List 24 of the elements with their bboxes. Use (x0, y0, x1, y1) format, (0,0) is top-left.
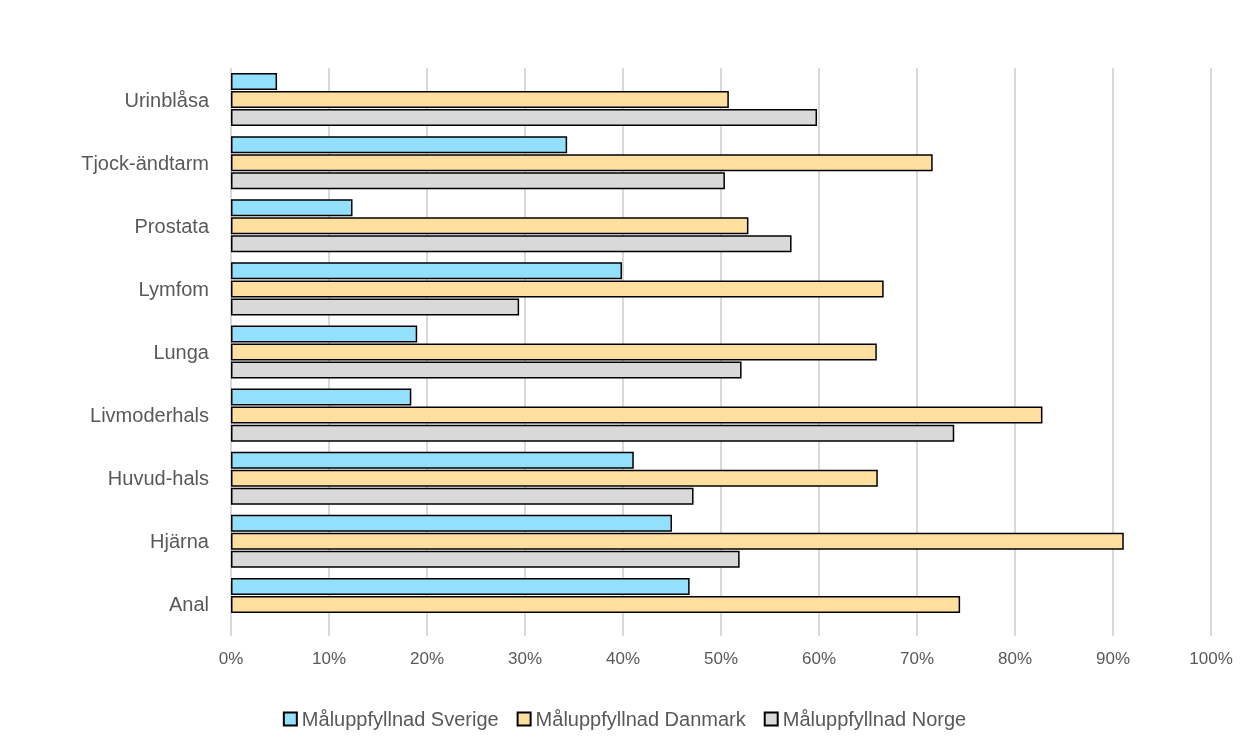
y-tick-label: Livmoderhals (90, 404, 209, 427)
y-tick-label: Tjock-ändtarm (81, 151, 209, 174)
x-tick-label: 60% (801, 649, 837, 668)
x-tick-label: 70% (899, 649, 935, 668)
y-tick-label: Urinblåsa (124, 88, 210, 111)
x-tick-label: 80% (997, 649, 1033, 668)
y-tick-label: Lunga (153, 341, 210, 363)
legend-label: Måluppfyllnad Sverige (301, 708, 499, 730)
y-tick-label: Prostata (134, 214, 210, 237)
y-tick-label: Lymfom (138, 277, 209, 300)
x-tick-label: 20% (409, 649, 445, 668)
legend-label: Måluppfyllnad Danmark (535, 708, 747, 730)
x-tick-label: 10% (311, 649, 347, 668)
y-tick-label: Hjärna (150, 530, 210, 553)
y-tick-label: Huvud-hals (107, 467, 209, 490)
x-tick-label: 50% (703, 649, 739, 668)
legend-label: Måluppfyllnad Norge (782, 708, 967, 730)
y-tick-label: Anal (168, 593, 209, 616)
x-tick-label: 30% (507, 649, 543, 668)
x-tick-label: 40% (605, 649, 641, 668)
bar (231, 325, 418, 343)
x-tick-label: 0% (218, 649, 244, 668)
x-tick-label: 100% (1189, 649, 1233, 668)
x-tick-label: 90% (1095, 649, 1131, 668)
